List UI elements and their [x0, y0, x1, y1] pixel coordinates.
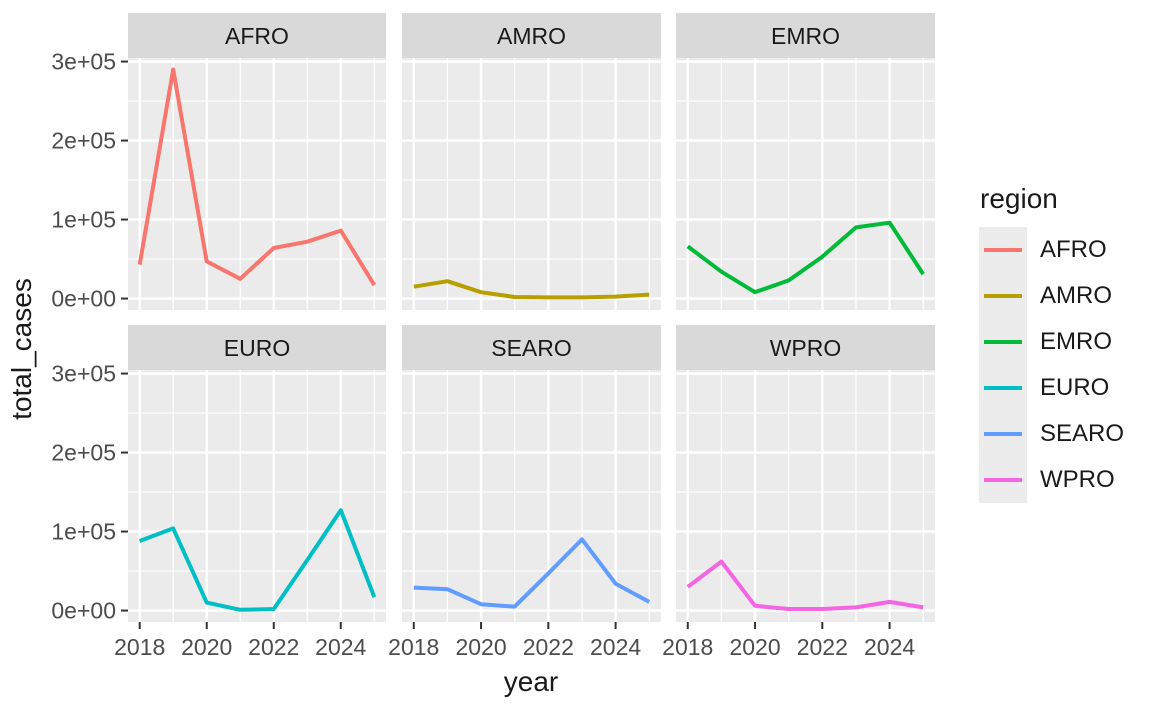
series-line-emro	[686, 220, 925, 295]
x-tick-label: 2024	[590, 634, 641, 660]
facet-strip-label: AFRO	[225, 23, 289, 49]
series-line-searo	[413, 537, 651, 609]
legend-item-searo: SEARO	[979, 411, 1124, 457]
legend-line-sample-icon	[984, 340, 1022, 344]
legend-item-label: AFRO	[1040, 236, 1107, 263]
facet-panel-afro	[128, 58, 386, 310]
facet-panel-wpro	[676, 370, 935, 622]
facet-strip-afro	[128, 13, 386, 58]
facet-strip-searo	[402, 325, 661, 370]
legend-item-label: EMRO	[1040, 328, 1112, 355]
facet-strip-euro	[128, 325, 386, 370]
x-tick-label: 2024	[315, 634, 366, 660]
legend-item-wpro: WPRO	[979, 457, 1124, 503]
x-tick-label: 2018	[114, 634, 165, 660]
facet-panel-euro	[128, 370, 386, 622]
legend-title: region	[980, 183, 1058, 214]
facet-strip-label: WPRO	[770, 335, 842, 361]
y-tick-label: 2e+05	[51, 128, 116, 154]
legend-items: AFRO AMRO EMRO EURO SEARO WPRO	[979, 227, 1124, 503]
legend-line-sample-icon	[984, 248, 1022, 252]
legend-item-euro: EURO	[979, 365, 1124, 411]
facet-strip-wpro	[676, 325, 935, 370]
y-tick-label: 2e+05	[51, 440, 116, 466]
y-tick-label: 3e+05	[51, 49, 116, 75]
legend-line-sample-icon	[984, 294, 1022, 298]
series-line-amro	[413, 279, 650, 300]
legend-line-sample-icon	[984, 386, 1022, 390]
legend-item-label: WPRO	[1040, 466, 1115, 493]
legend-line-sample-icon	[984, 478, 1022, 482]
facet-panel-amro	[402, 58, 661, 310]
facet-panel-searo	[402, 370, 661, 622]
legend-item-label: EURO	[1040, 374, 1110, 401]
x-tick-label: 2022	[797, 634, 848, 660]
legend-item-emro: EMRO	[979, 319, 1124, 365]
y-axis-title: total_cases	[6, 278, 37, 420]
y-tick-label: 1e+05	[51, 519, 116, 545]
legend-key-icon	[979, 457, 1027, 503]
legend-item-amro: AMRO	[979, 273, 1124, 319]
legend-line-sample-icon	[984, 432, 1022, 436]
legend-key-icon	[979, 227, 1027, 273]
x-tick-label: 2020	[729, 634, 780, 660]
x-tick-label: 2018	[662, 634, 713, 660]
series-line-afro	[137, 67, 377, 287]
y-tick-label: 0e+00	[51, 286, 116, 312]
series-line-euro	[138, 508, 377, 612]
legend-item-label: AMRO	[1040, 282, 1112, 309]
y-tick-label: 3e+05	[51, 361, 116, 387]
x-tick-label: 2020	[455, 634, 506, 660]
y-tick-label: 1e+05	[51, 207, 116, 233]
legend-key-icon	[979, 411, 1027, 457]
facet-strip-label: EMRO	[771, 23, 840, 49]
legend-key-icon	[979, 365, 1027, 411]
x-tick-label: 2022	[523, 634, 574, 660]
facet-strip-label: EURO	[224, 335, 290, 361]
legend-key-icon	[979, 273, 1027, 319]
legend-item-afro: AFRO	[979, 227, 1124, 273]
legend-key-icon	[979, 319, 1027, 365]
series-line-wpro	[686, 559, 924, 611]
x-tick-label: 2022	[248, 634, 299, 660]
facet-strip-amro	[402, 13, 661, 58]
facet-strip-emro	[676, 13, 935, 58]
y-tick-label: 0e+00	[51, 598, 116, 624]
facet-panel-emro	[676, 58, 935, 310]
legend-item-label: SEARO	[1040, 420, 1125, 447]
facet-strip-label: AMRO	[497, 23, 566, 49]
x-tick-label: 2018	[388, 634, 439, 660]
legend: region AFRO AMRO EMRO EURO SEARO WPRO	[979, 183, 1124, 503]
facet-strip-label: SEARO	[491, 335, 572, 361]
x-tick-label: 2024	[864, 634, 915, 660]
x-axis-title: year	[503, 666, 559, 697]
x-tick-label: 2020	[181, 634, 232, 660]
